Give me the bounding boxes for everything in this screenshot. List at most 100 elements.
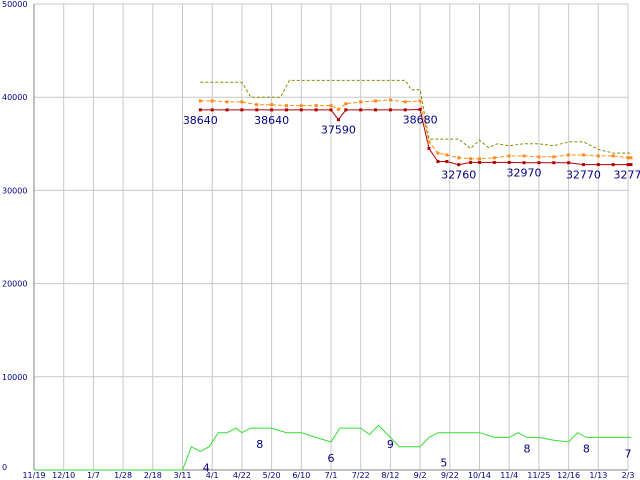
x-tick-label: 11/4 xyxy=(500,471,518,480)
data-label: 8 xyxy=(583,443,590,456)
data-point-price_main xyxy=(567,161,571,165)
data-point-price_orange xyxy=(469,157,473,161)
data-point-price_orange xyxy=(596,154,600,158)
y-tick-label: 30000 xyxy=(2,186,27,195)
data-point-price_orange xyxy=(537,155,541,159)
x-tick-label: 11/25 xyxy=(527,471,550,480)
data-point-price_main xyxy=(336,118,340,122)
data-point-price_main xyxy=(388,108,392,112)
data-point-price_orange xyxy=(457,156,461,160)
data-point-price_main xyxy=(225,108,229,112)
y-tick-label: 50000 xyxy=(2,0,27,9)
data-point-price_main xyxy=(198,108,202,112)
x-tick-label: 11/19 xyxy=(22,471,45,480)
series-line-price_olive xyxy=(200,79,631,154)
data-point-price_main xyxy=(210,108,214,112)
x-tick-label: 7/22 xyxy=(352,471,370,480)
data-point-price_orange xyxy=(240,100,244,104)
x-tick-label: 9/2 xyxy=(414,471,427,480)
series-line-count_line xyxy=(34,424,631,471)
data-point-price_main xyxy=(418,108,422,112)
data-point-price_orange xyxy=(626,156,630,160)
data-label: 32760 xyxy=(441,169,476,182)
data-point-price_main xyxy=(445,160,449,164)
x-tick-label: 7/1 xyxy=(325,471,338,480)
y-tick-label: 10000 xyxy=(2,373,27,382)
data-point-price_orange xyxy=(552,155,556,159)
x-tick-label: 12/10 xyxy=(52,471,75,480)
series-line-price_main xyxy=(200,108,631,166)
data-point-price_orange xyxy=(611,154,615,158)
data-point-price_orange xyxy=(336,107,340,111)
data-point-price_orange xyxy=(581,153,585,157)
data-label: 8 xyxy=(524,443,531,456)
data-point-price_orange xyxy=(522,154,526,158)
grid xyxy=(33,3,629,471)
data-point-price_main xyxy=(611,163,615,167)
data-label: 38680 xyxy=(403,114,438,127)
data-point-price_main xyxy=(299,108,303,112)
data-point-price_orange xyxy=(427,140,431,144)
data-point-price_orange xyxy=(198,99,202,103)
series-markers xyxy=(198,98,633,167)
x-tick-label: 5/20 xyxy=(263,471,281,480)
data-label: 9 xyxy=(387,438,394,451)
data-point-price_main xyxy=(436,160,440,164)
data-point-price_main xyxy=(522,161,526,165)
y-tick-label: 40000 xyxy=(2,93,27,102)
data-label: 7 xyxy=(625,447,632,460)
data-point-price_orange xyxy=(299,104,303,108)
data-point-price_orange xyxy=(314,104,318,108)
data-point-price_main xyxy=(403,108,407,112)
x-tick-label: 1/13 xyxy=(589,471,607,480)
x-tick-label: 9/22 xyxy=(441,471,459,480)
data-point-price_main xyxy=(552,161,556,165)
x-tick-label: 4/22 xyxy=(233,471,251,480)
data-point-price_orange xyxy=(270,103,274,107)
x-tick-label: 6/10 xyxy=(292,471,310,480)
data-point-price_orange xyxy=(492,156,496,160)
data-point-price_orange xyxy=(403,100,407,104)
x-tick-label: 1/28 xyxy=(114,471,132,480)
data-label: 32970 xyxy=(507,167,542,180)
data-label: 32770 xyxy=(613,169,640,182)
data-label: 32770 xyxy=(566,169,601,182)
data-point-price_main xyxy=(344,108,348,112)
x-tick-label: 8/12 xyxy=(381,471,399,480)
data-label: 8 xyxy=(256,438,263,451)
data-label: 6 xyxy=(328,452,335,465)
data-point-price_orange xyxy=(329,104,333,108)
data-label: 4 xyxy=(203,461,210,474)
data-point-price_main xyxy=(374,108,378,112)
x-tick-label: 2/3 xyxy=(622,471,635,480)
data-label: 38640 xyxy=(183,114,218,127)
data-point-price_main xyxy=(469,160,473,164)
data-point-price_orange xyxy=(388,98,392,102)
data-point-price_orange xyxy=(567,153,571,157)
data-point-price_orange xyxy=(344,102,348,106)
data-label: 5 xyxy=(440,457,447,470)
data-point-price_orange xyxy=(436,151,440,155)
data-point-price_main xyxy=(284,108,288,112)
y-tick-label: 0 xyxy=(2,463,7,472)
data-point-price_main xyxy=(329,108,333,112)
x-tick-label: 10/14 xyxy=(468,471,491,480)
data-point-price_orange xyxy=(445,153,449,157)
data-point-price_orange xyxy=(255,103,259,107)
data-point-price_main xyxy=(457,163,461,167)
data-point-price_main xyxy=(478,160,481,164)
data-point-price_orange xyxy=(418,99,422,103)
series-line-price_orange xyxy=(200,99,631,160)
annotations: 38640 38640 37590 38680 32760 32970 32770 32770… xyxy=(183,114,640,475)
x-tick-label: 4/1 xyxy=(206,471,219,480)
data-point-price_main xyxy=(581,163,585,167)
x-tick-label: 2/18 xyxy=(144,471,162,480)
data-point-price_main xyxy=(427,146,431,150)
data-point-price_orange xyxy=(284,104,288,108)
y-tick-label: 20000 xyxy=(2,280,27,289)
data-point-price_orange xyxy=(374,99,378,103)
data-point-price_main xyxy=(255,108,259,112)
data-point-price_orange xyxy=(507,154,511,158)
